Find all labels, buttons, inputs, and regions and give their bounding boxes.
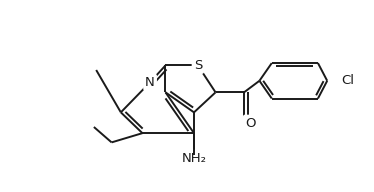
Text: N: N <box>145 76 155 89</box>
Text: S: S <box>194 59 202 72</box>
Text: O: O <box>245 117 255 130</box>
Text: Cl: Cl <box>341 74 354 87</box>
Text: NH₂: NH₂ <box>181 152 206 165</box>
